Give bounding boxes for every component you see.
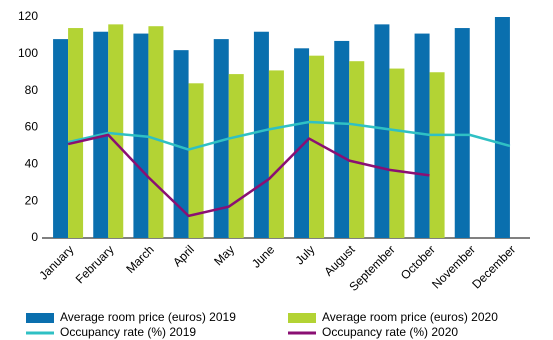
bar	[429, 72, 445, 238]
bar	[294, 48, 310, 238]
bar	[334, 40, 350, 238]
legend-swatch	[26, 313, 54, 323]
y-tick-label: 20	[25, 193, 39, 207]
legend-label: Occupancy rate (%) 2019	[60, 325, 196, 339]
bar	[68, 28, 84, 238]
y-tick-label: 0	[31, 230, 38, 244]
y-tick-label: 60	[25, 120, 39, 134]
bar	[414, 33, 430, 239]
x-tick-label: October	[398, 242, 438, 282]
bar	[253, 31, 269, 238]
bar	[188, 83, 204, 238]
legend-label: Average room price (euros) 2019	[60, 310, 236, 324]
y-tick-label: 100	[18, 46, 38, 60]
y-tick-label: 120	[18, 9, 38, 23]
x-tick-label: February	[73, 242, 117, 286]
x-tick-label: May	[211, 242, 237, 268]
legend-swatch	[288, 313, 316, 323]
x-tick-label: April	[170, 242, 197, 269]
line	[67, 133, 430, 218]
bar	[349, 61, 365, 239]
bar	[374, 24, 390, 238]
x-tick-label: March	[123, 242, 156, 275]
bar	[53, 39, 69, 238]
bar	[389, 68, 405, 238]
x-tick-label: June	[249, 242, 278, 271]
legend-label: Average room price (euros) 2020	[322, 310, 498, 324]
bar	[213, 39, 229, 238]
bar	[268, 70, 284, 239]
x-tick-label: July	[292, 242, 317, 267]
legend-label: Occupancy rate (%) 2020	[322, 325, 458, 339]
bar	[173, 50, 189, 239]
x-tick-label: January	[36, 242, 76, 282]
bar	[228, 74, 244, 238]
x-tick-label: December	[469, 242, 518, 291]
bar	[494, 17, 510, 238]
line	[67, 120, 511, 151]
x-tick-label: August	[321, 242, 358, 279]
bar	[108, 24, 124, 238]
bar	[454, 28, 470, 238]
bar	[148, 26, 164, 239]
y-tick-label: 80	[25, 83, 39, 97]
bar	[309, 55, 325, 238]
y-tick-label: 40	[25, 157, 39, 171]
